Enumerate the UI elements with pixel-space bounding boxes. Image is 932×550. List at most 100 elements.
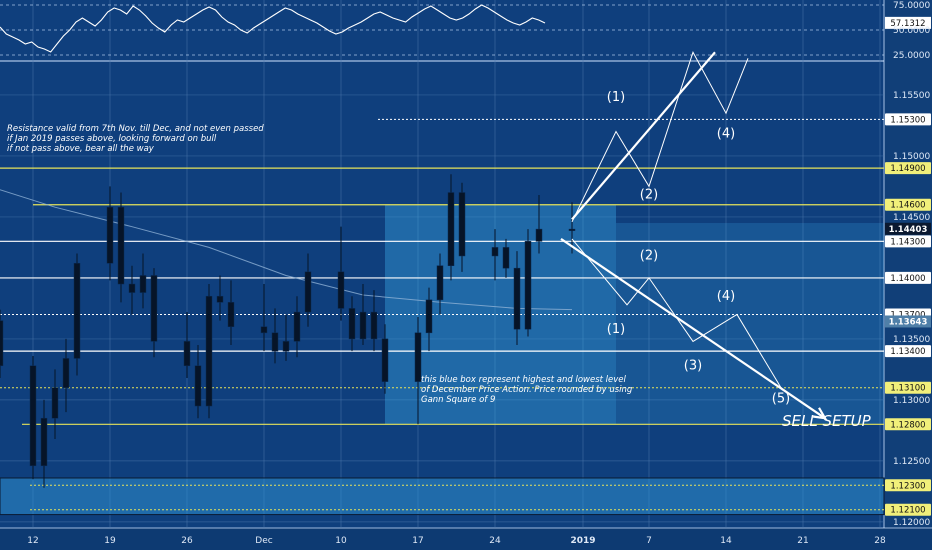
last-price-tag	[885, 222, 931, 235]
candle-body-16	[216, 295, 224, 303]
time-tick-11: 28	[874, 536, 886, 546]
price-axis-labels: 1.153001.149001.146001.143001.140001.137…	[885, 1, 931, 528]
candle-body-36	[524, 241, 532, 330]
bear-wave-label-1: (2)	[640, 249, 658, 264]
candle-body-29	[425, 299, 433, 334]
candle-body-3	[29, 365, 37, 467]
level-tag-text-3: 1.14300	[890, 237, 925, 247]
time-axis-panel[interactable]	[0, 528, 932, 550]
resistance-note: Resistance valid from 7th Nov. till Dec,…	[7, 124, 264, 154]
candle-body-30	[436, 265, 444, 301]
candle-body-35	[513, 267, 521, 330]
level-tag-8	[885, 418, 931, 431]
bull-trend-line	[571, 51, 716, 221]
candles	[0, 174, 576, 488]
last-price-text: 1.14403	[889, 225, 928, 235]
candle-body-25	[359, 311, 367, 340]
moving-average	[0, 189, 573, 311]
price-tick-0: 1.12000	[893, 518, 930, 528]
candle-body-10	[128, 283, 136, 293]
oscillator-line	[0, 4, 546, 53]
candle-body-38	[568, 228, 576, 231]
box-note-line-2: of December Price Action. Price rounded …	[421, 385, 633, 395]
time-tick-8: 7	[646, 536, 652, 546]
candle-body-7	[73, 263, 81, 359]
price-tick-2: 1.13000	[893, 396, 930, 406]
time-tick-7: 2019	[570, 536, 595, 546]
level-tag-6	[885, 345, 931, 358]
candle-body-14	[194, 365, 202, 407]
level-tag-10	[885, 503, 931, 516]
osc-tick-3: 25.0000	[893, 51, 930, 61]
level-tag-3	[885, 235, 931, 248]
candle-body-20	[282, 341, 290, 352]
bear-arrow-line	[560, 237, 826, 420]
osc-tick-0: 75.0000	[893, 1, 930, 11]
candle-body-37	[535, 228, 543, 242]
time-axis-labels: 12 19 26 Dec 10 17 24 2019 7 14 21 28	[27, 536, 886, 546]
price-tick-3: 1.13500	[893, 335, 930, 345]
time-tick-3: Dec	[255, 536, 272, 546]
bull-wave-path	[571, 50, 749, 223]
time-tick-1: 19	[104, 536, 116, 546]
candle-body-8	[106, 206, 114, 264]
candle-body-34	[502, 247, 510, 269]
candle-body-31	[447, 192, 455, 266]
time-tick-2: 26	[181, 536, 193, 546]
moving-average-line	[0, 189, 573, 311]
level-tag-2	[885, 198, 931, 211]
candle-body-13	[183, 341, 191, 367]
time-tick-5: 17	[412, 536, 423, 546]
level-tag-text-7: 1.13100	[890, 384, 925, 394]
level-tag-1	[885, 162, 931, 175]
candle-body-2	[0, 320, 4, 367]
candle-body-24	[348, 308, 356, 340]
level-tag-9	[885, 479, 931, 492]
bear-arrow-head	[812, 407, 828, 420]
level-tag-text-2: 1.14600	[890, 201, 925, 211]
candle-body-18	[260, 326, 268, 334]
osc-last-tag	[885, 16, 931, 29]
osc-last-text: 57.1312	[890, 19, 925, 29]
projection-box	[616, 223, 884, 425]
sell-setup-label: SELL SETUP	[782, 412, 872, 430]
level-tag-0	[885, 113, 931, 126]
price-axis-panel[interactable]	[884, 0, 932, 528]
time-tick-9: 14	[720, 536, 732, 546]
candle-body-12	[150, 275, 158, 342]
candle-body-27	[381, 338, 389, 382]
level-tag-text-4: 1.14000	[890, 274, 925, 284]
level-tag-7	[885, 381, 931, 394]
level-tag-text-10: 1.12100	[890, 506, 925, 516]
bull-wave-label-1: (2)	[640, 188, 658, 203]
price-tick-4: 1.14500	[893, 213, 930, 223]
candle-body-4	[40, 417, 48, 467]
candle-body-26	[370, 311, 378, 340]
resistance-note-line-2: if Jan 2019 passes above, looking forwar…	[7, 134, 217, 144]
time-tick-6: 24	[489, 536, 501, 546]
level-tag-text-1: 1.14900	[890, 164, 925, 174]
secondary-price-text: 1.13643	[889, 317, 928, 327]
price-tick-5: 1.15000	[893, 152, 930, 162]
time-tick-4: 10	[335, 536, 347, 546]
level-tag-text-6: 1.13400	[890, 347, 925, 357]
price-tick-1: 1.12500	[893, 457, 930, 467]
bear-wave-path	[571, 238, 782, 388]
support-box	[0, 477, 885, 516]
candle-body-17	[227, 302, 235, 327]
box-note: this blue box represent highest and lowe…	[421, 375, 633, 405]
bear-wave-label-4: (5)	[772, 391, 790, 406]
secondary-price-tag	[885, 315, 931, 328]
level-tag-text-9: 1.12300	[890, 481, 925, 491]
bear-wave-label-2: (3)	[684, 358, 702, 373]
candle-body-32	[458, 192, 466, 257]
candle-body-5	[51, 387, 59, 419]
box-note-line-3: Gann Square of 9	[421, 395, 495, 405]
wave-labels: (1) (2) (4) (1) (2) (3) (4) (5)	[607, 90, 790, 406]
candle-body-23	[337, 271, 345, 309]
time-tick-0: 12	[27, 536, 38, 546]
box-note-line-1: this blue box represent highest and lowe…	[421, 375, 627, 385]
bull-wave-label-2: (4)	[717, 127, 735, 142]
